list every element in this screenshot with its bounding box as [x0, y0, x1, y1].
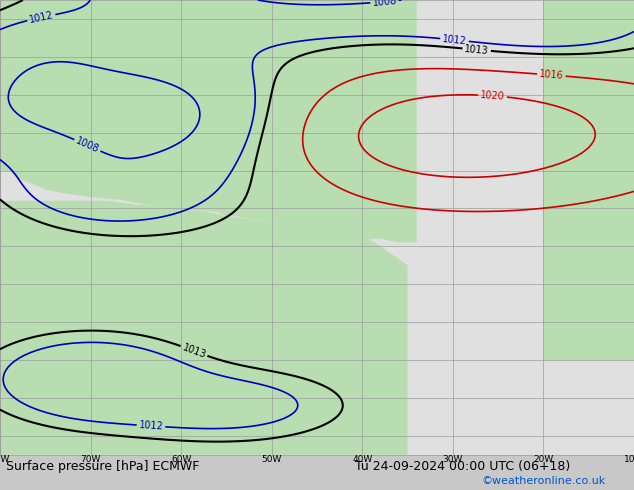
Text: 1020: 1020: [480, 90, 505, 101]
Text: 1012: 1012: [442, 34, 467, 46]
Polygon shape: [0, 201, 408, 455]
Text: 1016: 1016: [539, 69, 564, 81]
Text: 20W: 20W: [533, 455, 553, 464]
Text: 60W: 60W: [171, 455, 191, 464]
Text: 80W: 80W: [0, 455, 10, 464]
Text: 50W: 50W: [262, 455, 282, 464]
Text: 1012: 1012: [29, 10, 55, 25]
Text: ©weatheronline.co.uk: ©weatheronline.co.uk: [482, 476, 606, 486]
Text: 1012: 1012: [138, 420, 164, 432]
Text: 70W: 70W: [81, 455, 101, 464]
Polygon shape: [226, 0, 317, 26]
Text: 1013: 1013: [464, 44, 489, 56]
Text: 1008: 1008: [372, 0, 397, 8]
Polygon shape: [0, 163, 55, 171]
Polygon shape: [543, 0, 634, 360]
Polygon shape: [0, 0, 181, 206]
Text: 30W: 30W: [443, 455, 463, 464]
Polygon shape: [598, 79, 634, 110]
Text: Surface pressure [hPa] ECMWF: Surface pressure [hPa] ECMWF: [6, 460, 200, 473]
Text: 40W: 40W: [352, 455, 372, 464]
Text: Tu 24-09-2024 00:00 UTC (06+18): Tu 24-09-2024 00:00 UTC (06+18): [355, 460, 571, 473]
Text: 1008: 1008: [74, 136, 101, 155]
Text: 1013: 1013: [181, 342, 207, 360]
Text: 10W: 10W: [624, 455, 634, 464]
Polygon shape: [0, 0, 417, 243]
